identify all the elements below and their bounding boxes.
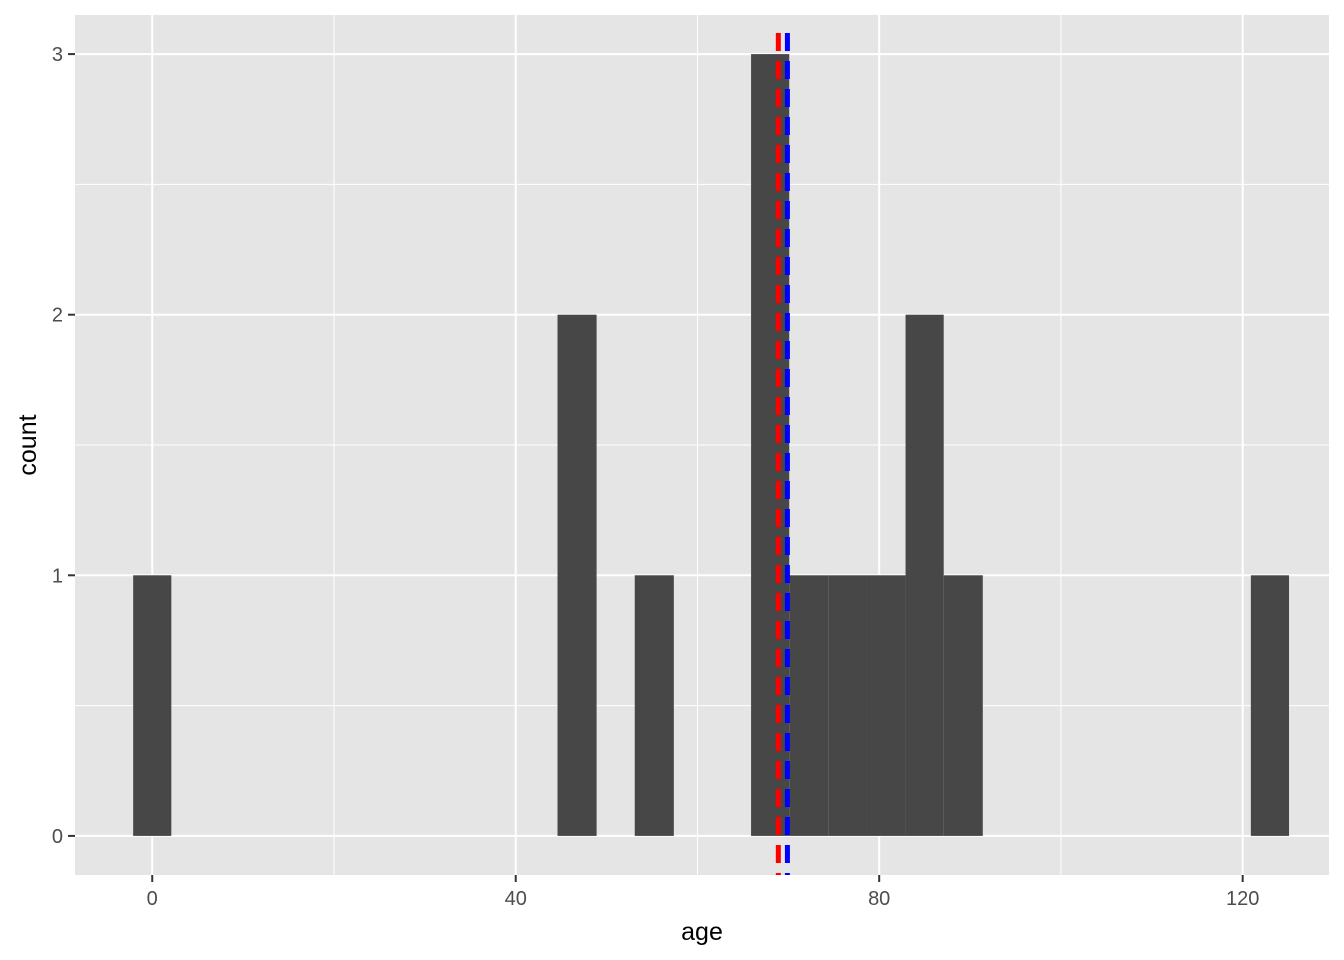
histogram-bar — [789, 575, 829, 836]
histogram-bar — [1250, 575, 1290, 836]
histogram-bar — [751, 54, 790, 836]
histogram-bar — [828, 575, 867, 836]
y-tick-label: 1 — [52, 565, 63, 587]
x-axis-title: age — [681, 918, 723, 946]
y-axis-title: count — [14, 414, 42, 475]
x-tick-label: 120 — [1226, 888, 1259, 910]
major-gridlines — [75, 15, 1329, 875]
y-tick-label: 0 — [52, 826, 63, 848]
histogram-bar — [634, 575, 674, 836]
histogram-bars — [133, 54, 1290, 836]
histogram-bar — [866, 575, 906, 836]
histogram-bar — [943, 575, 983, 836]
x-axis-ticks: 0 40 80 120 — [147, 875, 1259, 910]
reference-lines — [775, 33, 790, 875]
y-tick-label: 3 — [52, 44, 63, 66]
histogram-bar — [557, 314, 597, 836]
y-tick-label: 2 — [52, 305, 63, 327]
minor-gridlines — [75, 15, 1329, 875]
x-tick-label: 0 — [147, 888, 158, 910]
histogram-bar — [133, 575, 172, 836]
y-axis-ticks: 0 1 2 3 — [52, 44, 75, 848]
x-tick-label: 80 — [868, 888, 890, 910]
histogram-bar — [905, 314, 944, 836]
x-tick-label: 40 — [505, 888, 527, 910]
